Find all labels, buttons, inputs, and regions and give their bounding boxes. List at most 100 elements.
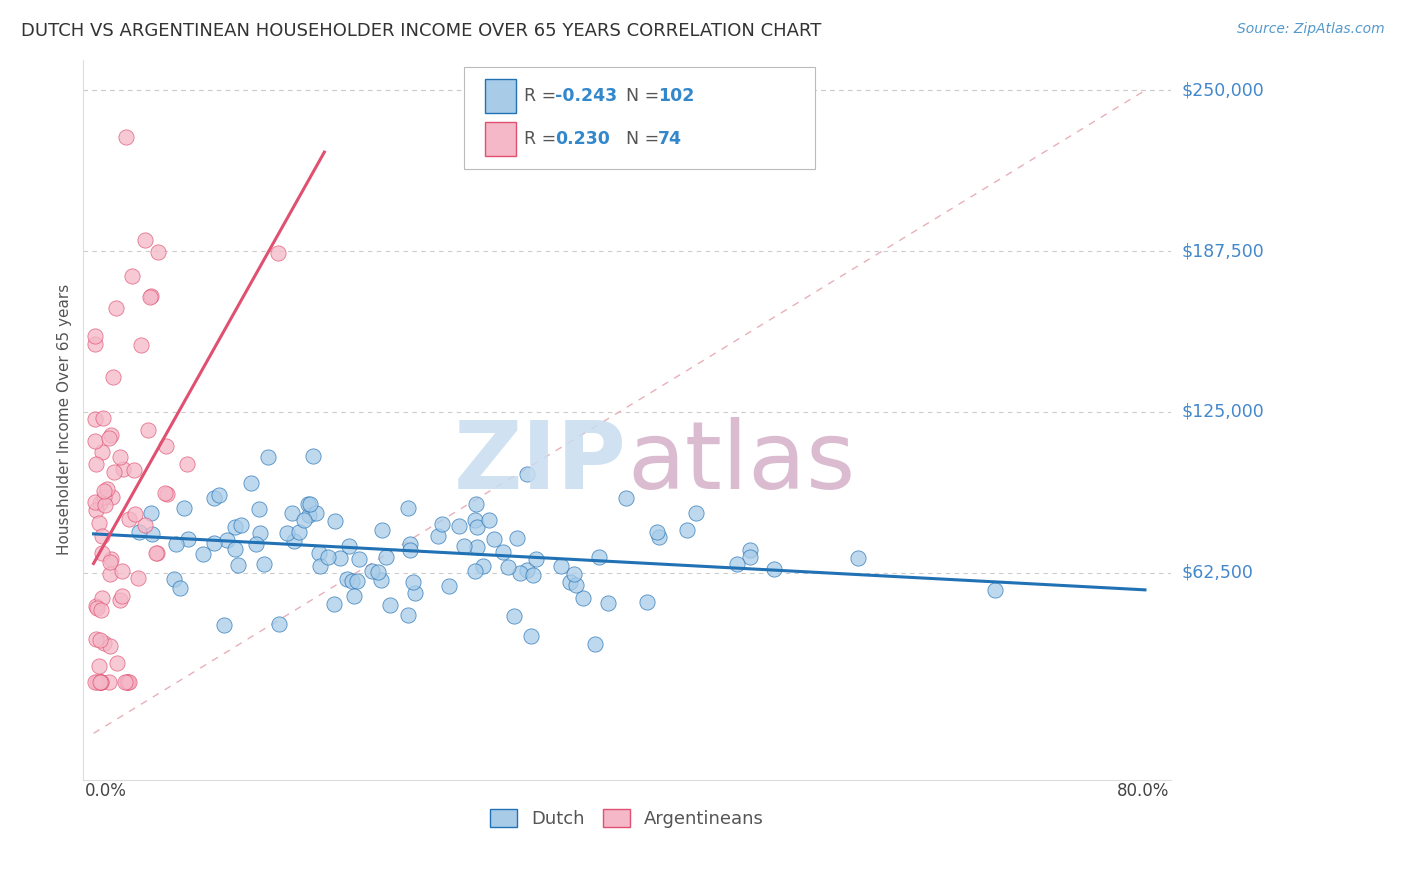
Text: $250,000: $250,000 [1181, 81, 1264, 99]
Point [101, 369, 124, 384]
Point [91, 410, 114, 425]
Point [685, 506, 707, 520]
Text: 0.0%: 0.0% [84, 782, 127, 800]
Point [503, 608, 526, 623]
Point [304, 506, 326, 520]
Point [84, 632, 107, 647]
Point [117, 674, 139, 689]
Text: ZIP: ZIP [454, 417, 627, 508]
Point [614, 491, 637, 506]
Point [104, 301, 127, 316]
Point [93, 636, 115, 650]
Point [110, 593, 132, 607]
Text: atlas: atlas [627, 417, 855, 508]
Point [370, 573, 392, 587]
Point [86, 674, 108, 689]
Point [141, 506, 163, 520]
Point [496, 560, 519, 574]
Point [93, 498, 115, 512]
Point [247, 502, 270, 516]
Point [83, 337, 105, 351]
Point [86, 457, 108, 471]
Point [738, 543, 761, 558]
Point [86, 599, 108, 614]
Point [128, 524, 150, 539]
Point [100, 552, 122, 566]
Point [202, 491, 225, 505]
Text: 74: 74 [658, 130, 682, 148]
Point [439, 579, 461, 593]
Point [509, 566, 531, 580]
Point [87, 516, 110, 530]
Point [276, 525, 298, 540]
Point [90, 674, 112, 689]
Point [281, 507, 304, 521]
Point [292, 513, 315, 527]
Point [725, 557, 748, 571]
Point [83, 412, 105, 426]
Point [558, 575, 581, 590]
Point [111, 462, 134, 476]
Point [256, 450, 278, 465]
Point [404, 586, 426, 600]
Point [208, 488, 231, 502]
Point [336, 573, 359, 587]
Point [562, 566, 585, 581]
Point [464, 497, 486, 511]
Point [648, 530, 671, 544]
Point [378, 598, 401, 612]
Point [156, 487, 179, 501]
Point [217, 533, 239, 548]
Point [177, 532, 200, 546]
Point [83, 434, 105, 449]
Point [520, 630, 543, 644]
Point [110, 564, 132, 578]
Point [308, 546, 330, 560]
Point [89, 496, 111, 510]
Point [93, 490, 115, 504]
Point [464, 513, 486, 527]
Point [298, 508, 321, 522]
Point [141, 289, 163, 303]
Point [522, 568, 544, 582]
Point [329, 550, 352, 565]
Point [506, 531, 529, 545]
Point [399, 542, 422, 557]
Point [100, 428, 122, 442]
Point [471, 559, 494, 574]
Point [131, 338, 153, 352]
Point [596, 596, 619, 610]
Point [145, 546, 167, 560]
Point [297, 497, 319, 511]
Text: N =: N = [626, 87, 665, 104]
Point [118, 674, 141, 689]
Point [96, 483, 118, 497]
Point [163, 572, 186, 586]
Point [83, 494, 105, 508]
Point [453, 539, 475, 553]
Point [283, 534, 305, 549]
Point [253, 557, 276, 571]
Point [337, 539, 360, 553]
Point [139, 290, 162, 304]
Point [117, 674, 139, 689]
Point [447, 519, 470, 533]
Point [984, 583, 1007, 598]
Point [83, 328, 105, 343]
Point [146, 245, 169, 260]
Point [98, 555, 121, 569]
Point [588, 549, 610, 564]
Text: R =: R = [524, 87, 562, 104]
Point [90, 674, 112, 689]
Point [396, 607, 419, 622]
Point [427, 528, 450, 542]
Point [127, 571, 149, 585]
Text: Source: ZipAtlas.com: Source: ZipAtlas.com [1237, 22, 1385, 37]
Point [432, 516, 454, 531]
Text: 0.230: 0.230 [555, 130, 610, 148]
Text: -0.243: -0.243 [555, 87, 617, 104]
Point [134, 233, 156, 247]
Point [91, 445, 114, 459]
Point [346, 574, 368, 588]
Point [90, 591, 112, 606]
